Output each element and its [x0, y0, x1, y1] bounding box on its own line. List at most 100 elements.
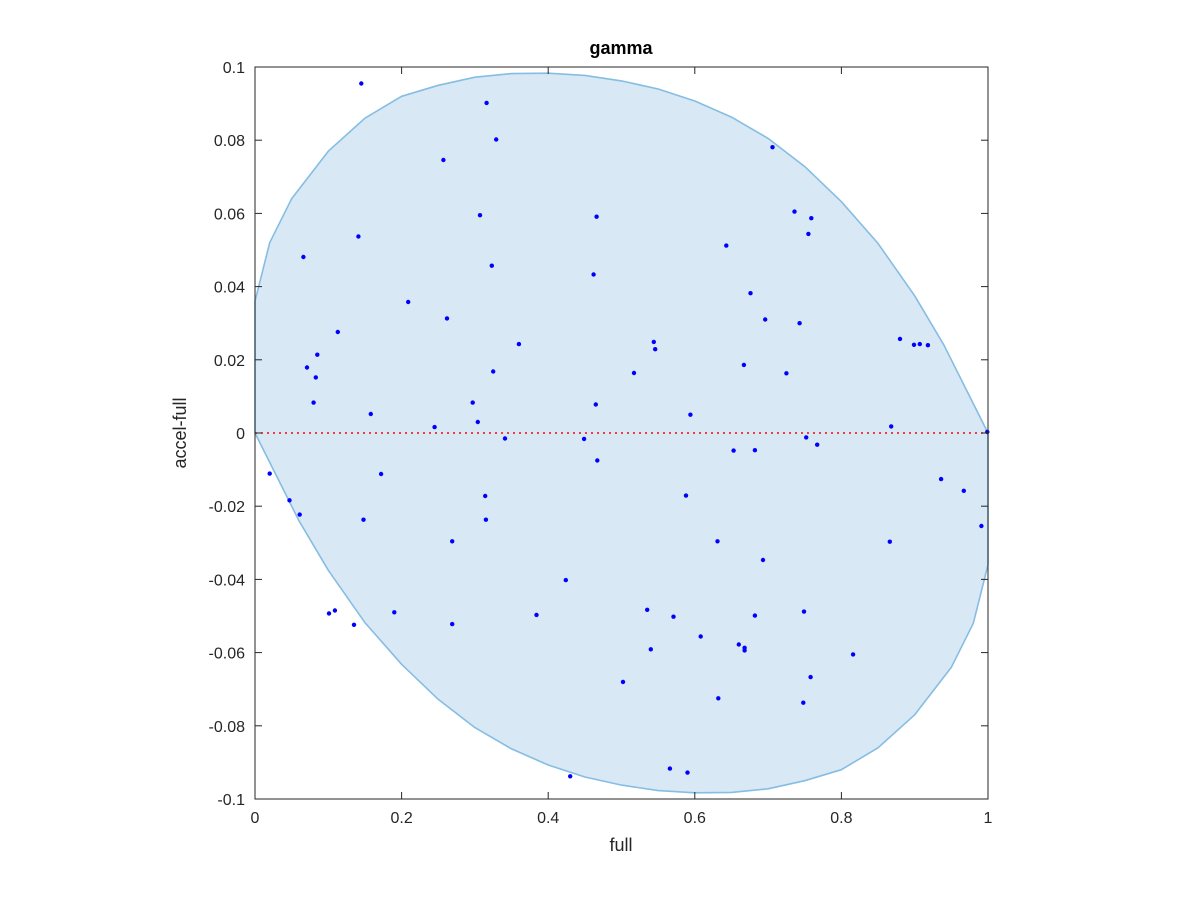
y-tick-label: 0.06	[214, 206, 245, 223]
data-point	[671, 614, 676, 619]
data-point	[356, 234, 361, 239]
data-point	[917, 341, 922, 347]
data-point	[441, 157, 446, 163]
data-point	[748, 291, 753, 296]
data-point	[502, 436, 508, 441]
x-tick-label: 0.8	[830, 810, 852, 827]
data-point	[595, 458, 600, 463]
x-axis-ticks: 0 0.2 0.4 0.6 0.8 1	[251, 67, 993, 827]
data-point	[801, 700, 806, 705]
data-point	[489, 263, 494, 268]
data-point	[444, 316, 450, 321]
data-point	[809, 216, 814, 221]
data-point	[494, 137, 499, 142]
y-axis-ticks: 0.1 0.08 0.06 0.04 0.02 0 -0.02 -0.04 -0.06 -0.08…	[209, 60, 988, 809]
data-point	[784, 371, 789, 376]
data-point	[792, 209, 797, 214]
data-point	[297, 512, 302, 517]
data-points	[267, 81, 990, 779]
data-point	[326, 611, 332, 616]
data-point	[359, 81, 364, 86]
data-point	[368, 411, 373, 417]
data-point	[850, 652, 856, 657]
data-point	[688, 412, 693, 417]
data-point	[267, 471, 272, 476]
data-point	[450, 539, 455, 544]
data-point	[889, 424, 894, 429]
x-tick-label: 0.4	[537, 810, 559, 827]
data-point	[804, 435, 809, 440]
x-tick-label: 0	[251, 810, 260, 827]
data-point	[961, 488, 966, 493]
data-point	[752, 448, 758, 453]
data-point	[815, 442, 820, 447]
data-point	[392, 610, 397, 615]
data-point	[491, 369, 496, 374]
data-point	[938, 476, 944, 482]
data-point	[651, 339, 656, 345]
y-tick-label: 0	[236, 426, 245, 443]
data-point	[378, 471, 384, 477]
data-point	[645, 607, 650, 612]
y-tick-label: 0.04	[214, 280, 245, 297]
data-point	[450, 621, 455, 627]
data-point	[332, 608, 338, 613]
data-point	[313, 375, 318, 380]
data-point	[925, 343, 931, 348]
data-point	[685, 770, 690, 775]
data-point	[432, 424, 437, 430]
data-point	[475, 419, 480, 425]
data-point	[581, 436, 587, 442]
data-point	[591, 272, 596, 277]
data-point	[683, 493, 689, 498]
data-point	[716, 696, 721, 701]
y-axis-label: accel-full	[170, 397, 190, 468]
data-point	[484, 100, 489, 106]
data-point	[648, 647, 653, 652]
y-tick-label: 0.1	[223, 60, 245, 77]
data-point	[770, 145, 775, 150]
data-point	[315, 352, 320, 357]
data-point	[594, 214, 599, 219]
x-axis-label: full	[609, 835, 632, 855]
data-point	[763, 317, 768, 322]
data-point	[477, 213, 483, 218]
y-tick-label: 0.08	[214, 133, 245, 150]
data-point	[653, 347, 658, 352]
x-tick-label: 0.6	[684, 810, 706, 827]
data-point	[287, 498, 292, 503]
data-point	[361, 517, 366, 522]
x-tick-label: 0.2	[390, 810, 412, 827]
data-point	[808, 674, 813, 680]
data-point	[311, 400, 316, 405]
data-point	[631, 370, 637, 376]
y-tick-label: -0.06	[209, 646, 246, 663]
data-point	[304, 365, 310, 370]
chart-title: gamma	[589, 38, 653, 58]
y-tick-label: 0.02	[214, 353, 245, 370]
data-point	[516, 341, 522, 347]
data-point	[667, 766, 673, 771]
data-point	[760, 557, 766, 563]
data-point	[911, 342, 917, 347]
data-point	[483, 493, 488, 499]
data-point	[801, 609, 807, 614]
data-point	[715, 539, 720, 544]
plot-area: 0 0.2 0.4 0.6 0.8 1 0.1 0.08 0.06 0.04 0.02 0 -0.02…	[209, 60, 993, 827]
data-point	[742, 648, 747, 653]
data-point	[736, 642, 741, 647]
y-tick-label: -0.1	[217, 792, 245, 809]
data-point	[483, 517, 489, 522]
data-point	[887, 539, 892, 544]
data-point	[979, 523, 984, 529]
data-point	[806, 231, 811, 237]
data-point	[470, 400, 475, 405]
y-tick-label: -0.04	[209, 572, 246, 589]
data-point	[620, 679, 626, 685]
x-tick-label: 1	[984, 810, 993, 827]
data-point	[698, 634, 703, 639]
data-point	[563, 577, 568, 583]
data-point	[731, 448, 736, 453]
data-point	[752, 613, 758, 618]
